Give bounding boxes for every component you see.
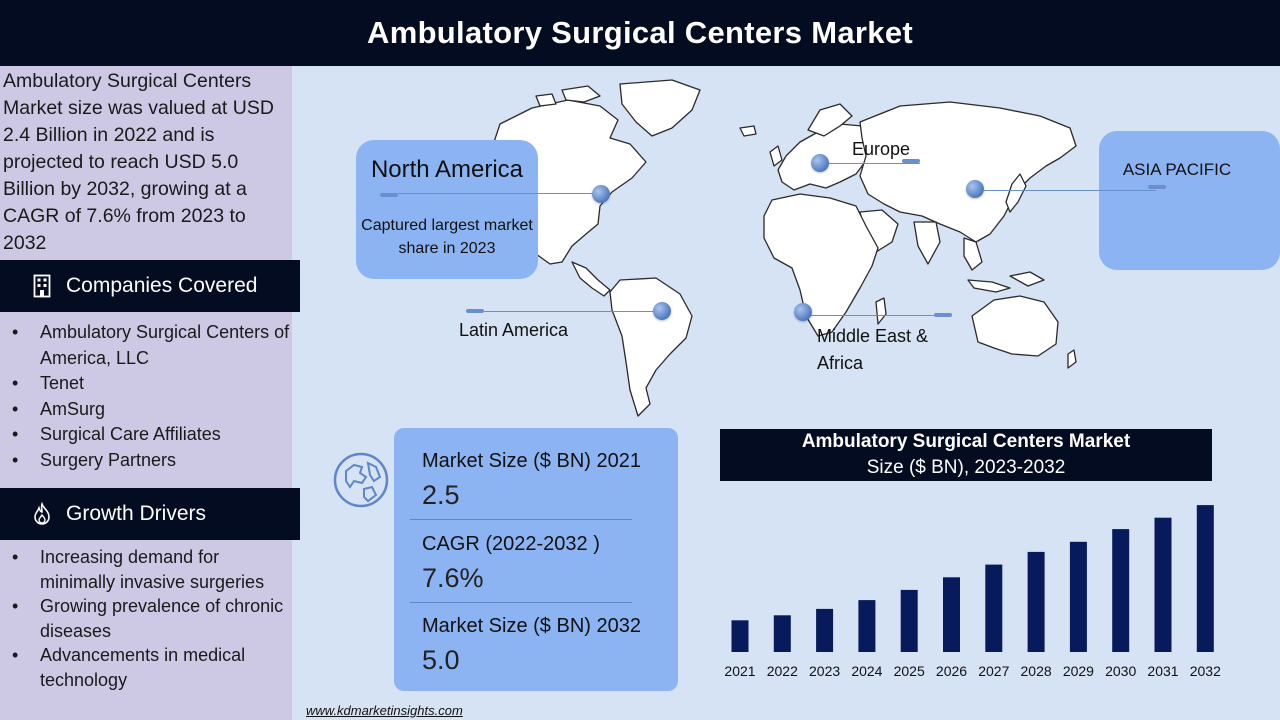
world-map — [487, 79, 1077, 417]
asia-pacific-label: ASIA PACIFIC — [1122, 160, 1232, 179]
stat-divider — [410, 519, 632, 520]
north-america-marker — [592, 185, 610, 203]
north-america-leader — [398, 193, 594, 194]
x-tick-label: 2024 — [851, 663, 882, 679]
europe-marker — [811, 154, 829, 172]
north-america-note: Captured largest market share in 2023 — [361, 217, 533, 257]
drivers-heading: Growth Drivers — [66, 502, 207, 525]
bar-2021 — [731, 620, 749, 652]
source-link[interactable]: www.kdmarketinsights.com — [306, 703, 463, 718]
asia-pacific-marker — [966, 180, 984, 198]
stat-label-cagr: CAGR (2022-2032 ) — [422, 533, 600, 555]
bar-2023 — [816, 608, 834, 652]
bar-2032 — [1196, 505, 1214, 652]
bar-2025 — [900, 589, 918, 652]
x-tick-label: 2026 — [936, 663, 967, 679]
company-item: Ambulatory Surgical Centers of America, … — [0, 320, 292, 371]
x-tick-label: 2031 — [1147, 663, 1178, 679]
x-tick-label: 2025 — [894, 663, 925, 679]
latin-america-label: Latin America — [459, 320, 569, 340]
company-item: Tenet — [0, 371, 292, 397]
driver-item: Increasing demand for minimally invasive… — [0, 545, 292, 594]
mea-marker — [794, 303, 812, 321]
mea-leader — [810, 315, 940, 316]
asia-pacific-leader — [984, 190, 1156, 191]
companies-heading: Companies Covered — [66, 274, 258, 297]
x-tick-label: 2032 — [1190, 663, 1221, 679]
companies-list: Ambulatory Surgical Centers of America, … — [0, 320, 292, 473]
europe-dash — [902, 159, 920, 163]
x-tick-label: 2021 — [724, 663, 755, 679]
companies-header: Companies Covered — [0, 260, 300, 312]
europe-leader — [828, 163, 920, 164]
drivers-list: Increasing demand for minimally invasive… — [0, 545, 292, 692]
asia-pacific-box — [1099, 131, 1280, 270]
europe-label: Europe — [852, 139, 911, 159]
stat-divider — [410, 602, 632, 603]
market-summary: Ambulatory Surgical Centers Market size … — [3, 70, 274, 254]
title-bar: Ambulatory Surgical Centers Market — [0, 0, 1280, 66]
building-icon — [22, 274, 62, 298]
bar-2022 — [773, 615, 791, 652]
bar-2030 — [1112, 529, 1130, 652]
chart-subtitle: Size ($ BN), 2023-2032 — [866, 457, 1066, 478]
latin-america-leader — [484, 311, 656, 312]
stat-label-2021: Market Size ($ BN) 2021 — [422, 450, 641, 472]
latin-america-marker — [653, 302, 671, 320]
company-item: Surgery Partners — [0, 448, 292, 474]
stat-label-2032: Market Size ($ BN) 2032 — [422, 615, 641, 637]
driver-item: Growing prevalence of chronic diseases — [0, 594, 292, 643]
asia-pacific-dash — [1148, 185, 1166, 189]
flame-icon — [22, 502, 62, 526]
mea-dash — [934, 313, 952, 317]
bar-chart: 2021 2022 2023 2024 2025 2026 2027 2028 2029 2030… — [724, 505, 1221, 679]
bar-2028 — [1027, 551, 1045, 652]
globe-icon — [332, 451, 390, 514]
x-tick-label: 2027 — [978, 663, 1009, 679]
north-america-box — [356, 140, 538, 279]
mea-label: Middle East & Africa — [817, 326, 929, 373]
bar-2027 — [985, 564, 1003, 652]
x-tick-label: 2028 — [1021, 663, 1052, 679]
bar-2031 — [1154, 517, 1172, 652]
bar-2024 — [858, 600, 876, 652]
bar-2029 — [1069, 541, 1087, 652]
latin-america-dash — [466, 309, 484, 313]
north-america-label: North America — [370, 156, 524, 183]
stat-value-2021: 2.5 — [422, 480, 460, 510]
x-tick-label: 2023 — [809, 663, 840, 679]
stat-value-cagr: 7.6% — [422, 563, 484, 593]
x-tick-label: 2029 — [1063, 663, 1094, 679]
stat-value-2032: 5.0 — [422, 645, 460, 675]
x-tick-label: 2022 — [767, 663, 798, 679]
company-item: AmSurg — [0, 397, 292, 423]
company-item: Surgical Care Affiliates — [0, 422, 292, 448]
bar-2026 — [943, 577, 960, 652]
north-america-dash — [380, 193, 398, 197]
driver-item: Advancements in medical technology — [0, 643, 292, 692]
page-title: Ambulatory Surgical Centers Market — [367, 15, 913, 50]
x-tick-label: 2030 — [1105, 663, 1136, 679]
chart-title-box: Ambulatory Surgical Centers Market Size … — [720, 429, 1212, 481]
stats-panel — [394, 428, 678, 691]
drivers-header: Growth Drivers — [0, 488, 300, 540]
chart-title: Ambulatory Surgical Centers Market — [801, 431, 1131, 452]
